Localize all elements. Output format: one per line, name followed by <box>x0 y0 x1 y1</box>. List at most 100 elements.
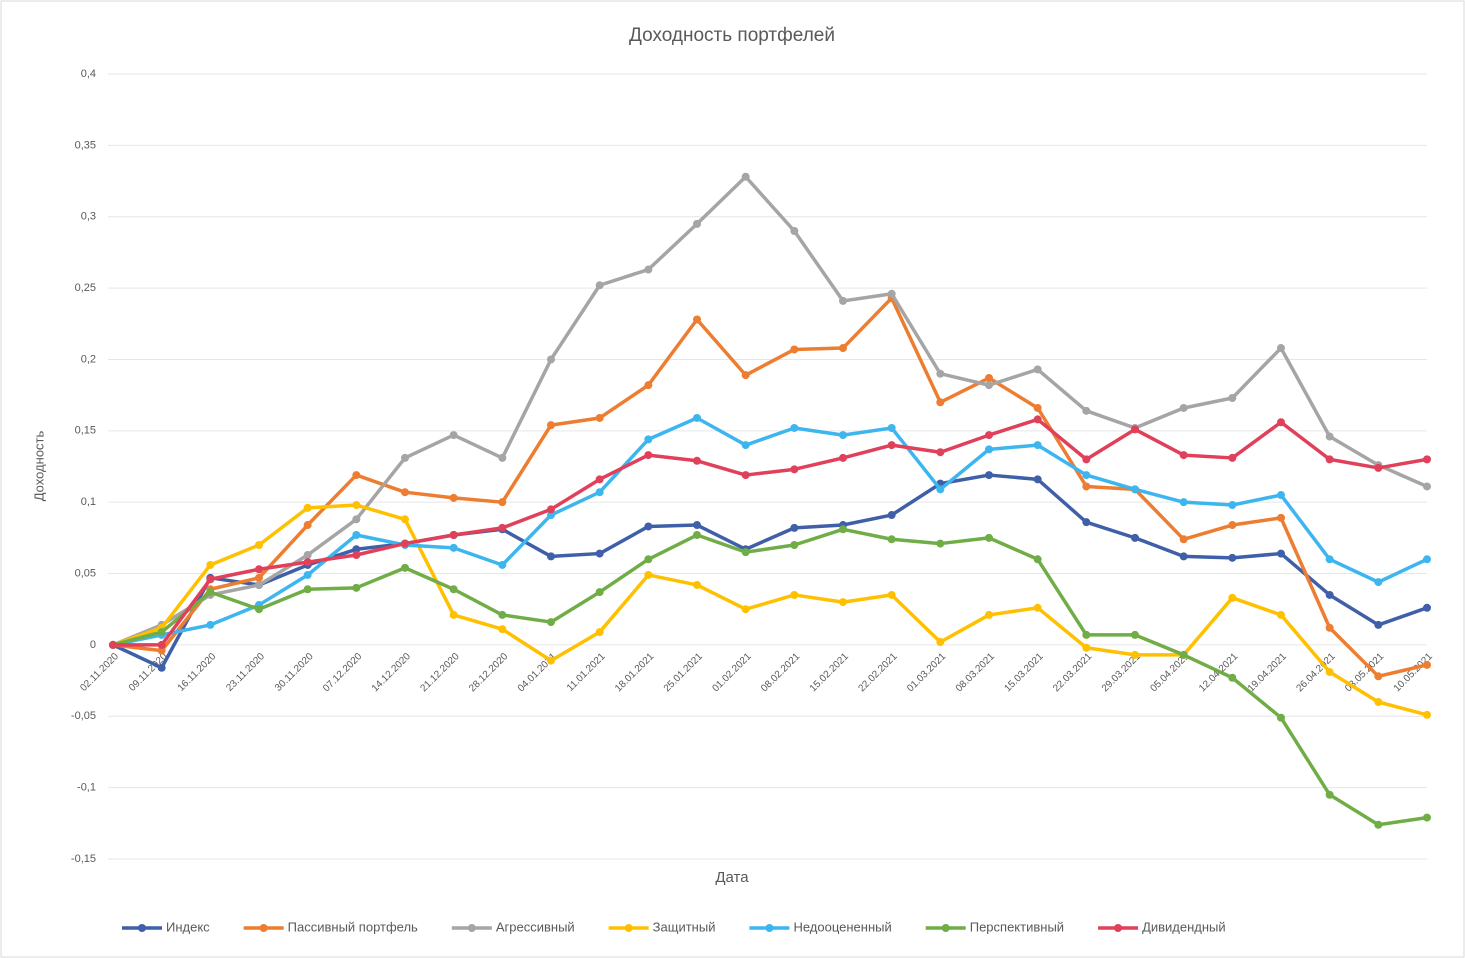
data-point <box>1374 463 1383 472</box>
data-point <box>1131 425 1139 434</box>
data-point <box>741 605 750 614</box>
data-point <box>644 570 653 579</box>
data-point <box>303 585 312 594</box>
y-tick-label: -0,05 <box>71 710 96 722</box>
data-point <box>644 451 653 460</box>
data-point <box>547 511 555 520</box>
data-point <box>936 638 945 647</box>
data-point <box>547 618 555 627</box>
data-point <box>1228 673 1237 682</box>
data-point <box>1082 406 1091 415</box>
data-point <box>595 549 604 558</box>
data-point <box>1131 630 1139 639</box>
legend-label: Недооцененный <box>793 919 891 934</box>
data-point <box>1228 501 1237 510</box>
data-point <box>1228 453 1237 462</box>
data-point <box>985 431 993 440</box>
data-point <box>1277 549 1285 558</box>
data-point <box>693 531 701 540</box>
data-point <box>255 573 263 582</box>
data-point <box>644 265 653 274</box>
data-point <box>790 227 799 235</box>
data-point <box>1277 610 1285 619</box>
series-line <box>112 416 1428 647</box>
legend-label: Защитный <box>653 919 716 934</box>
data-point <box>255 541 263 549</box>
data-point <box>206 575 215 584</box>
data-point <box>741 172 750 181</box>
data-point <box>1325 590 1334 599</box>
data-point <box>1228 593 1237 602</box>
x-axis-label: Дата <box>715 869 749 886</box>
data-point <box>157 663 166 672</box>
data-point <box>255 605 263 614</box>
data-point <box>1082 471 1091 480</box>
data-point <box>1179 535 1188 544</box>
legend-marker <box>467 924 476 932</box>
data-point <box>1325 668 1334 677</box>
data-point <box>887 441 896 450</box>
data-point <box>352 471 361 480</box>
data-point <box>1033 441 1042 450</box>
data-point <box>157 640 166 649</box>
data-point <box>790 423 799 432</box>
y-tick-label: 0 <box>90 639 96 651</box>
data-point <box>595 281 604 290</box>
data-point <box>547 656 555 665</box>
data-point <box>790 345 799 354</box>
y-tick-label: 0,2 <box>81 353 96 365</box>
data-point <box>1228 553 1237 562</box>
data-point <box>1179 498 1188 507</box>
data-point <box>985 471 993 480</box>
y-tick-label: -0,15 <box>71 853 96 865</box>
data-point <box>1033 555 1042 564</box>
data-point <box>1277 418 1285 427</box>
data-point <box>595 628 604 637</box>
data-point <box>547 552 555 561</box>
data-point <box>1179 403 1188 412</box>
data-point <box>1325 432 1334 441</box>
legend-marker <box>624 924 633 932</box>
data-point <box>839 296 847 305</box>
data-point <box>498 523 507 532</box>
data-point <box>1374 620 1383 629</box>
data-point <box>644 435 653 444</box>
data-point <box>498 453 507 462</box>
data-point <box>1179 451 1188 460</box>
data-point <box>1228 521 1237 530</box>
data-point <box>449 431 458 440</box>
data-point <box>644 381 653 390</box>
data-point <box>1277 491 1285 500</box>
data-point <box>352 550 361 559</box>
data-point <box>644 522 653 531</box>
data-point <box>985 374 993 383</box>
data-point <box>255 580 263 589</box>
series-line <box>113 417 1428 647</box>
legend-label: Пассивный портфель <box>288 919 418 934</box>
data-point <box>547 421 555 430</box>
data-point <box>352 545 361 554</box>
data-point <box>352 583 361 592</box>
data-point <box>1228 393 1237 402</box>
legend-label: Перспективный <box>970 919 1064 934</box>
legend-label: Агрессивный <box>496 919 575 934</box>
data-point <box>1423 710 1431 719</box>
data-point <box>1423 482 1431 491</box>
data-point <box>839 525 847 534</box>
data-point <box>1033 475 1042 484</box>
data-point <box>1374 672 1383 681</box>
data-point <box>498 498 507 507</box>
data-point <box>1131 533 1139 542</box>
data-point <box>1423 555 1431 564</box>
data-point <box>206 588 215 597</box>
data-point <box>644 555 653 564</box>
data-point <box>887 423 896 432</box>
data-point <box>985 381 993 390</box>
data-point <box>693 413 701 422</box>
data-point <box>1325 623 1334 632</box>
data-point <box>887 511 896 520</box>
data-point <box>595 413 604 422</box>
data-point <box>303 503 312 512</box>
data-point <box>887 289 896 298</box>
